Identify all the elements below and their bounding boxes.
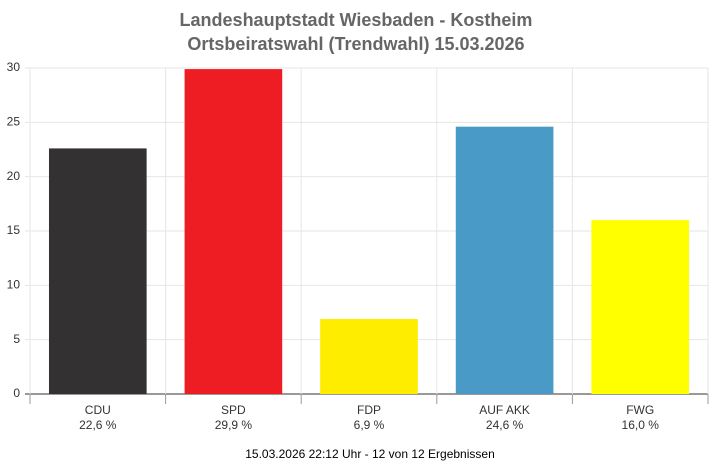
chart-title: Landeshauptstadt Wiesbaden - Kostheim: [180, 10, 533, 30]
value-label: 29,9 %: [215, 418, 253, 432]
x-tick-label: SPD: [221, 403, 246, 417]
footer-note: 15.03.2026 22:12 Uhr - 12 von 12 Ergebni…: [245, 447, 495, 461]
y-tick-label: 25: [7, 115, 21, 129]
value-label: 16,0 %: [622, 418, 660, 432]
bar: [591, 220, 690, 394]
x-tick-label: CDU: [85, 403, 111, 417]
x-tick-label: AUF AKK: [479, 403, 530, 417]
y-tick-label: 5: [13, 332, 20, 346]
x-tick-label: FDP: [357, 403, 381, 417]
y-tick-label: 10: [7, 278, 21, 292]
y-tick-label: 15: [7, 223, 21, 237]
value-label: 24,6 %: [486, 418, 524, 432]
x-tick-label: FWG: [626, 403, 654, 417]
chart-subtitle: Ortsbeiratswahl (Trendwahl) 15.03.2026: [187, 34, 524, 54]
bar: [48, 148, 147, 394]
y-tick-label: 0: [13, 386, 20, 400]
bar: [184, 69, 283, 394]
y-tick-label: 30: [7, 60, 21, 74]
bar: [320, 319, 418, 394]
value-label: 6,9 %: [354, 418, 385, 432]
bar: [455, 126, 554, 395]
y-tick-label: 20: [7, 169, 21, 183]
value-label: 22,6 %: [79, 418, 117, 432]
